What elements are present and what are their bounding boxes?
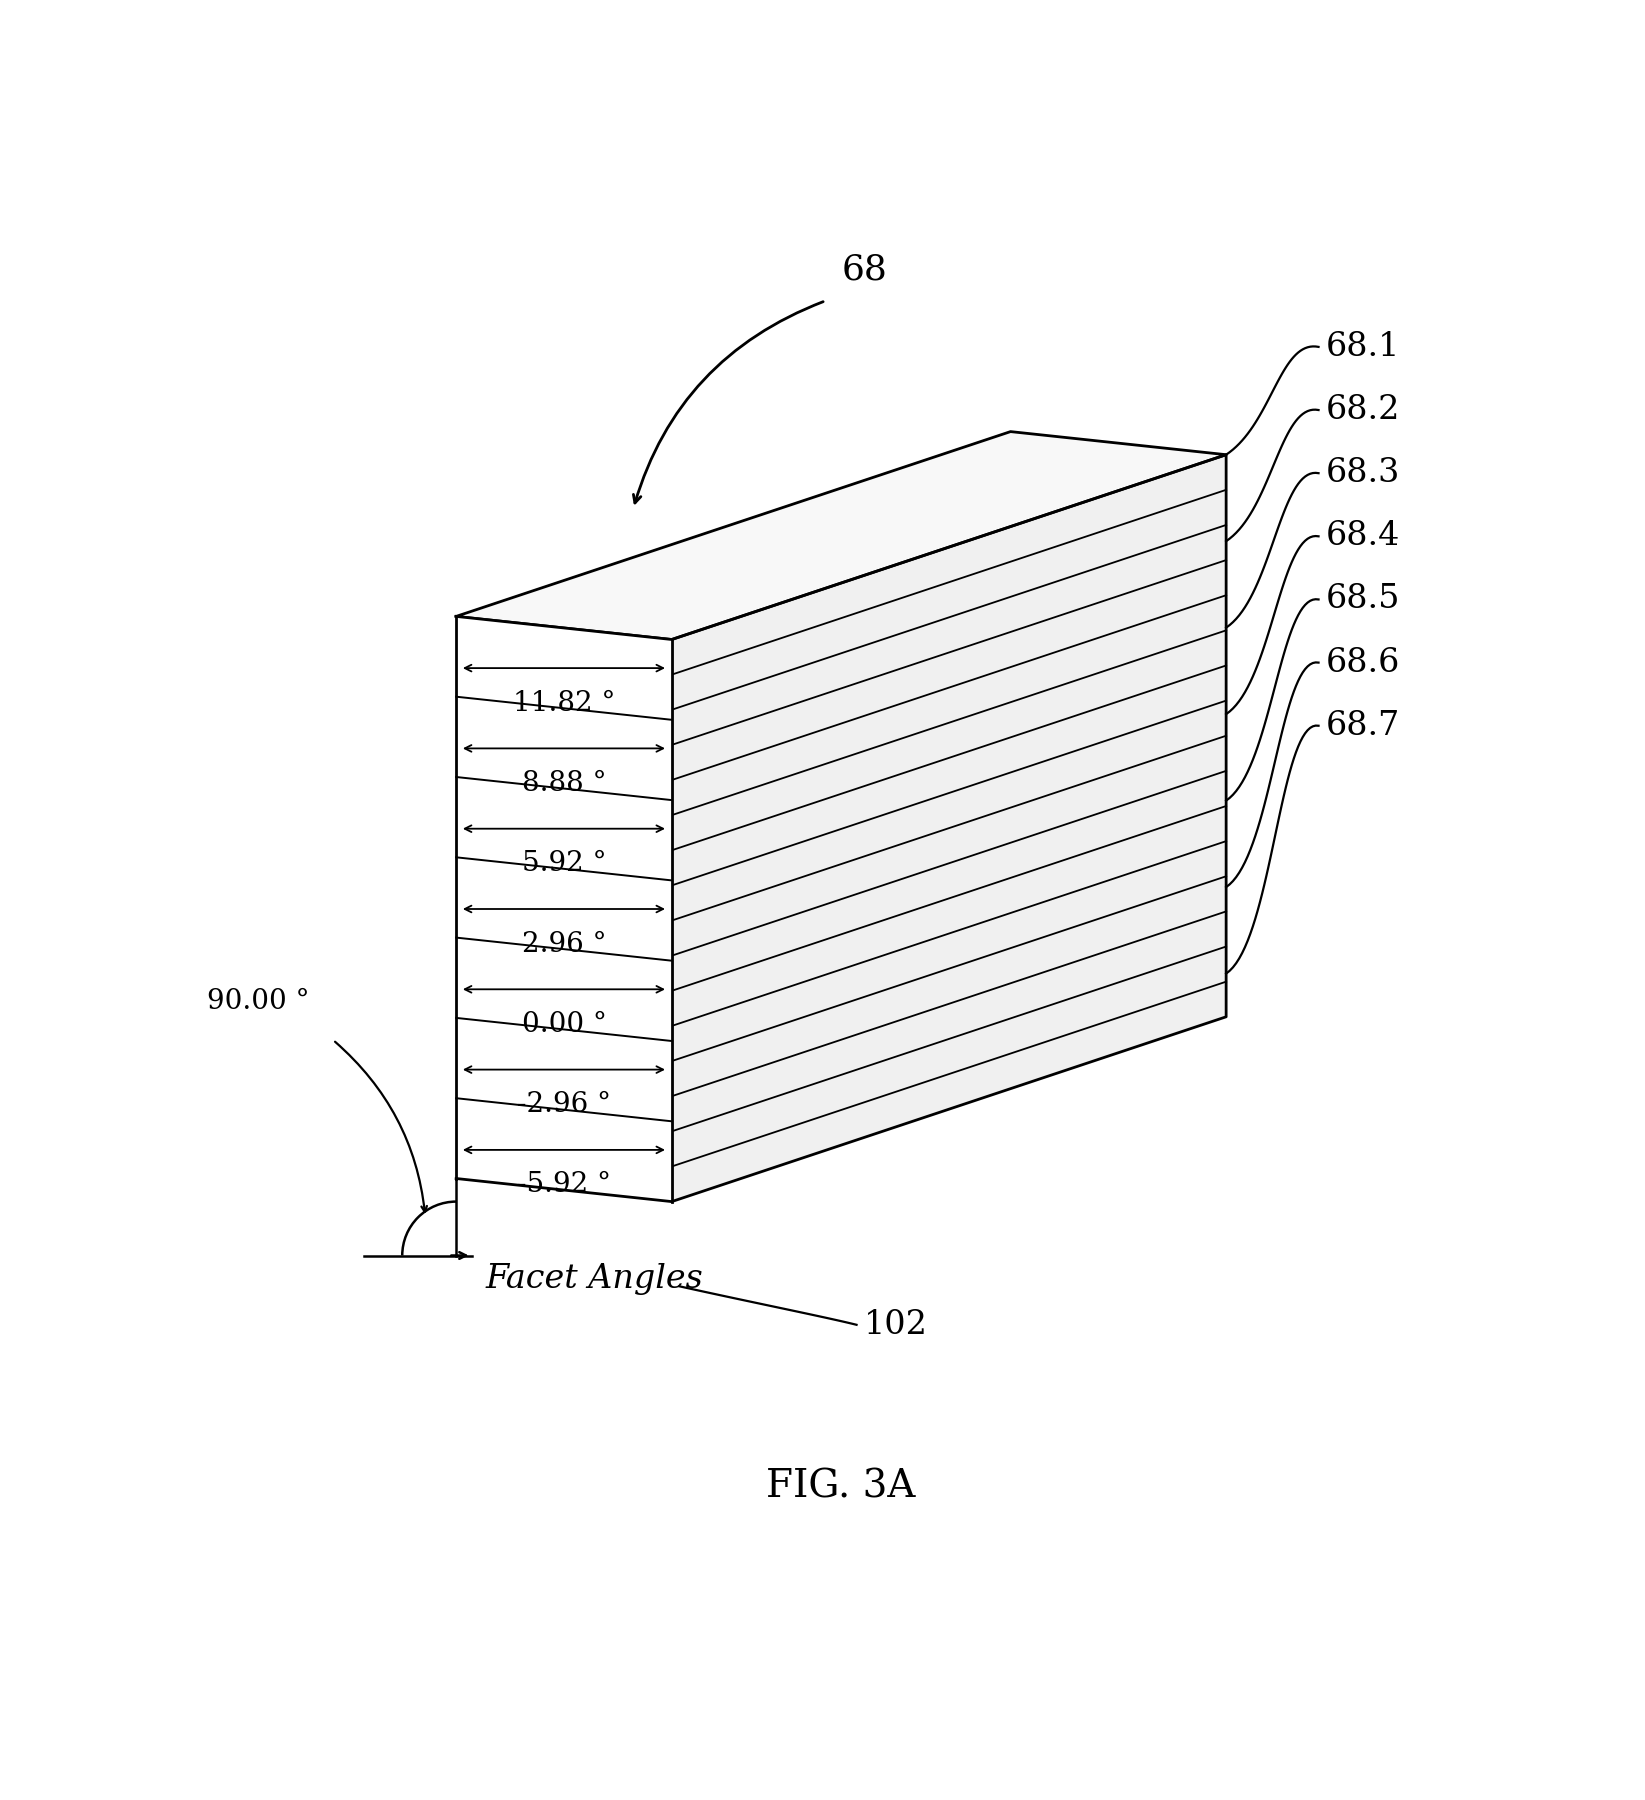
Text: 8.88 °: 8.88 ° xyxy=(521,770,607,797)
Text: 90.00 °: 90.00 ° xyxy=(207,988,309,1015)
Polygon shape xyxy=(671,455,1226,1202)
Text: 102: 102 xyxy=(864,1309,928,1341)
Text: 2.96 °: 2.96 ° xyxy=(521,931,607,958)
Text: 0.00 °: 0.00 ° xyxy=(521,1012,607,1039)
Text: FIG. 3A: FIG. 3A xyxy=(767,1469,916,1505)
Text: 68.6: 68.6 xyxy=(1326,646,1400,679)
Text: 68.3: 68.3 xyxy=(1326,457,1400,490)
Polygon shape xyxy=(456,432,1226,639)
Text: 68.1: 68.1 xyxy=(1326,331,1400,364)
Polygon shape xyxy=(456,616,671,1202)
Text: 68.7: 68.7 xyxy=(1326,709,1400,742)
Text: -5.92 °: -5.92 ° xyxy=(517,1172,610,1199)
Text: 68.5: 68.5 xyxy=(1326,583,1402,616)
Text: 11.82 °: 11.82 ° xyxy=(513,689,615,716)
Text: 68.2: 68.2 xyxy=(1326,394,1400,427)
Text: 68.4: 68.4 xyxy=(1326,520,1400,553)
Text: -2.96 °: -2.96 ° xyxy=(517,1091,610,1118)
Text: 5.92 °: 5.92 ° xyxy=(521,850,607,877)
Text: Facet Angles: Facet Angles xyxy=(485,1262,704,1294)
Text: 68: 68 xyxy=(841,252,887,286)
